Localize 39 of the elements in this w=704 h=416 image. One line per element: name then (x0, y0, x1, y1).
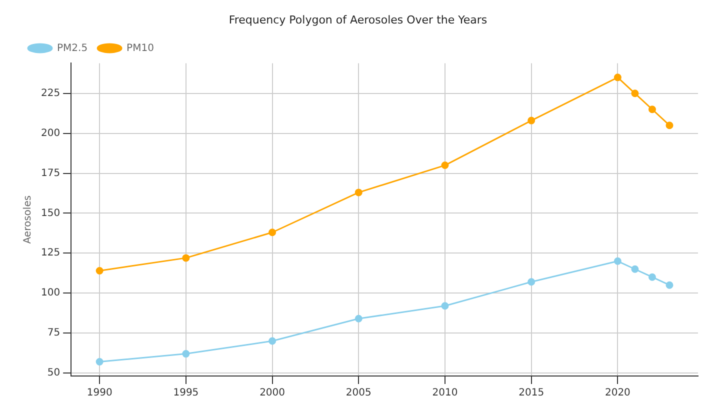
chart-title: Frequency Polygon of Aerosoles Over the Years (228, 13, 488, 26)
point (528, 116, 536, 124)
point (631, 90, 639, 98)
point (648, 273, 656, 281)
point (441, 162, 449, 170)
point (182, 350, 190, 358)
point (268, 228, 276, 236)
y-axis-title: Aerosoles (22, 195, 34, 244)
x-tick-label: 2010 (432, 388, 458, 399)
y-tick-label: 100 (40, 288, 60, 299)
y-tick-label: 125 (40, 248, 60, 259)
x-tick-label: 2000 (260, 388, 286, 399)
y-tick-label: 150 (40, 208, 60, 219)
point (528, 278, 536, 286)
point (666, 122, 674, 130)
legend-label: PM2.5 (57, 42, 88, 54)
point (354, 314, 362, 322)
x-tick-label: 1995 (173, 388, 199, 399)
y-tick-label: 50 (47, 368, 60, 379)
point (614, 74, 622, 82)
y-tick-label: 75 (47, 328, 60, 339)
point (648, 106, 656, 114)
point (354, 188, 362, 196)
point (182, 254, 190, 262)
point (666, 281, 674, 289)
x-tick-label: 1990 (86, 388, 112, 399)
x-tick-label: 2015 (518, 388, 544, 399)
x-tick-label: 2020 (604, 388, 630, 399)
point (614, 257, 622, 265)
point (441, 302, 449, 310)
point (268, 337, 276, 345)
y-tick-label: 225 (40, 88, 60, 99)
point (96, 358, 104, 366)
x-tick-label: 2005 (346, 388, 372, 399)
point (96, 266, 104, 274)
y-tick-label: 175 (40, 168, 60, 179)
point (631, 265, 639, 273)
legend-label: PM10 (126, 42, 154, 54)
y-tick-label: 200 (40, 128, 60, 139)
